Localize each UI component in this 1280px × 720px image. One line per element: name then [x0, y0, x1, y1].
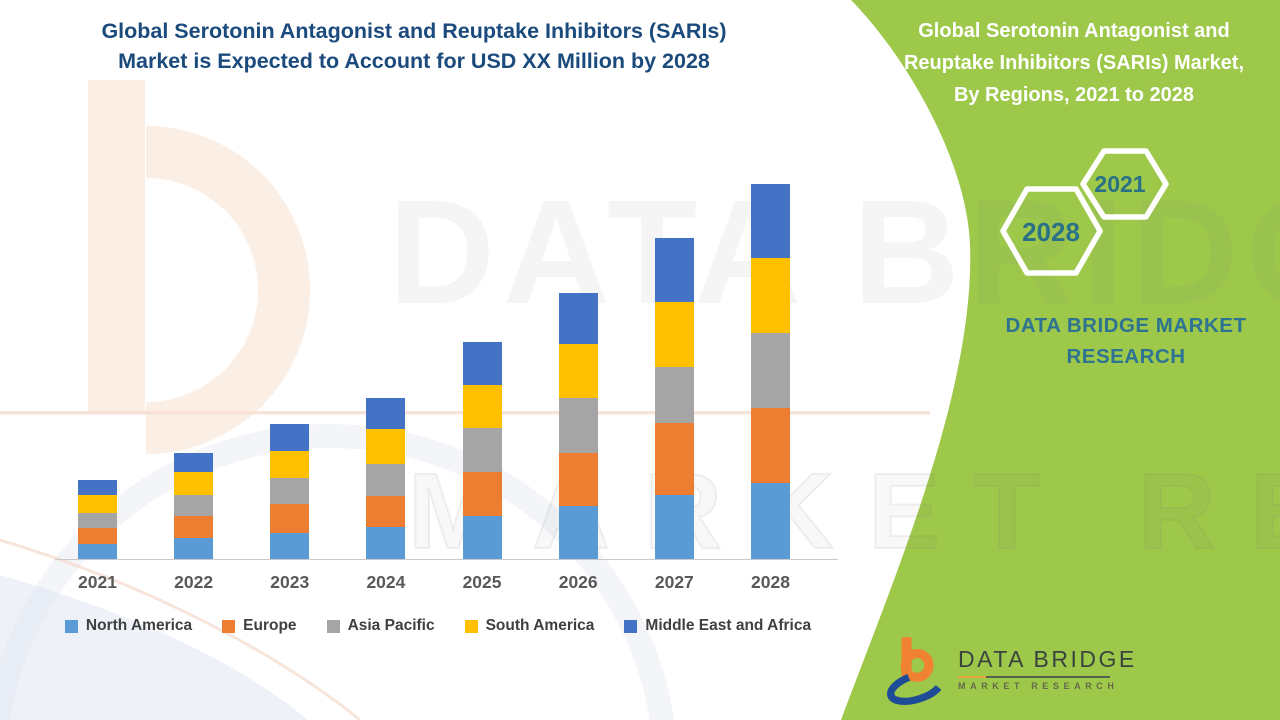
bar-segment-2021-north-america	[78, 544, 117, 559]
bar-segment-2023-north-america	[270, 533, 310, 559]
side-panel-brand-line1: DATA BRIDGE MARKET	[1005, 314, 1247, 337]
bar-segment-2022-middle-east-and-africa	[174, 453, 214, 472]
hexagon-year-2028: 2028	[1022, 217, 1080, 247]
legend-swatch-icon	[222, 619, 236, 633]
legend-swatch-icon	[464, 619, 478, 633]
bar-segment-2024-europe	[366, 496, 406, 527]
legend-item-asia-pacific: Asia Pacific	[326, 617, 435, 635]
bar-segment-2024-asia-pacific	[366, 464, 406, 496]
bar-segment-2026-north-america	[558, 506, 598, 559]
logo-underline	[958, 676, 1110, 678]
bar-segment-2022-asia-pacific	[174, 495, 214, 516]
bar-segment-2025-middle-east-and-africa	[462, 342, 502, 385]
legend-label: North America	[85, 617, 193, 634]
side-panel-brand-text: DATA BRIDGE MARKET RESEARCH	[980, 310, 1272, 372]
side-panel-brand-line2: RESEARCH	[1066, 345, 1186, 368]
x-axis-label-2024: 2024	[366, 572, 406, 592]
bar-segment-2021-middle-east-and-africa	[78, 480, 117, 495]
x-axis-label-2021: 2021	[78, 572, 117, 592]
bar-2026	[558, 293, 598, 559]
bar-segment-2025-south-america	[462, 385, 502, 428]
corner-wedge	[0, 575, 308, 720]
bar-segment-2023-south-america	[270, 451, 310, 478]
bar-segment-2026-middle-east-and-africa	[558, 293, 598, 344]
bar-segment-2026-asia-pacific	[558, 398, 598, 453]
legend-label: Middle East and Africa	[645, 617, 812, 634]
x-axis-label-2027: 2027	[654, 572, 694, 592]
side-panel-title-line3: By Regions, 2021 to 2028	[953, 84, 1195, 106]
dbmr-logo: DATA BRIDGE MARKET RESEARCH	[886, 633, 1137, 707]
bar-segment-2025-asia-pacific	[462, 428, 502, 472]
bar-segment-2025-europe	[462, 472, 502, 516]
bar-segment-2021-europe	[78, 528, 117, 544]
watermark-text-market-research: MARKET RESEARCH	[407, 449, 1280, 572]
x-axis-label-2023: 2023	[270, 572, 310, 592]
chart-title: Global Serotonin Antagonist and Reuptake…	[18, 16, 810, 76]
bar-2021	[78, 480, 117, 559]
bar-segment-2028-europe	[750, 408, 790, 483]
chart-title-line1: Global Serotonin Antagonist and Reuptake…	[101, 19, 727, 43]
bar-segment-2028-asia-pacific	[750, 333, 790, 408]
bar-segment-2025-north-america	[462, 516, 502, 559]
legend-item-middle-east-and-africa: Middle East and Africa	[624, 617, 811, 635]
x-axis-label-2025: 2025	[462, 572, 502, 592]
bar-2028	[750, 184, 790, 559]
legend-label: Asia Pacific	[347, 617, 435, 634]
x-axis-label-2022: 2022	[174, 572, 214, 592]
bar-segment-2027-south-america	[654, 302, 694, 367]
bar-2023	[270, 424, 310, 559]
bar-segment-2027-north-america	[654, 495, 694, 559]
dbmr-logo-icon	[887, 637, 946, 705]
logo-subtitle-text: MARKET RESEARCH	[958, 681, 1119, 691]
bar-2022	[174, 453, 214, 559]
chart-legend: North America Europe Asia Pacific South Ame…	[40, 617, 836, 635]
bar-segment-2022-north-america	[174, 538, 214, 559]
legend-swatch-icon	[326, 619, 340, 633]
bar-2025	[462, 342, 502, 559]
bar-segment-2022-south-america	[174, 472, 214, 495]
stacked-bar-chart: 2021 2022 2023 2024 2025 2026 2027 2028	[55, 184, 838, 592]
legend-label: South America	[485, 617, 595, 634]
bar-segment-2028-north-america	[750, 483, 790, 559]
plot-area	[55, 184, 838, 559]
bar-segment-2021-south-america	[78, 495, 117, 513]
bar-segment-2028-south-america	[750, 258, 790, 333]
legend-item-south-america: South America	[464, 617, 595, 635]
bar-segment-2023-asia-pacific	[270, 478, 310, 504]
bar-segment-2024-north-america	[366, 527, 406, 559]
side-panel-title-line1: Global Serotonin Antagonist and	[918, 20, 1230, 42]
legend-item-europe: Europe	[222, 617, 297, 635]
bar-segment-2024-middle-east-and-africa	[366, 398, 406, 429]
bar-segment-2028-middle-east-and-africa	[750, 184, 790, 258]
bar-2024	[366, 398, 406, 559]
bar-segment-2027-europe	[654, 423, 694, 495]
x-axis-line	[55, 559, 838, 560]
side-panel-title: Global Serotonin Antagonist and Reuptake…	[872, 15, 1276, 111]
x-axis-label-2026: 2026	[558, 572, 598, 592]
legend-swatch-icon	[64, 619, 78, 633]
side-panel-title-line2: Reuptake Inhibitors (SARIs) Market,	[903, 52, 1245, 74]
chart-title-line2: Market is Expected to Account for USD XX…	[118, 49, 710, 73]
bar-segment-2024-south-america	[366, 429, 406, 464]
x-axis-label-2028: 2028	[751, 572, 790, 592]
logo-brand-text: DATA BRIDGE	[958, 646, 1137, 672]
legend-swatch-icon	[624, 619, 638, 633]
legend-item-north-america: North America	[64, 617, 193, 635]
bar-segment-2026-south-america	[558, 344, 598, 398]
bar-segment-2023-middle-east-and-africa	[270, 424, 310, 451]
bar-segment-2022-europe	[174, 516, 214, 538]
bar-segment-2026-europe	[558, 453, 598, 506]
bar-segment-2021-asia-pacific	[78, 513, 117, 528]
bar-segment-2023-europe	[270, 504, 310, 533]
hexagon-year-2021: 2021	[1094, 171, 1146, 197]
bar-2027	[654, 238, 694, 559]
legend-label: Europe	[243, 617, 297, 634]
bar-segment-2027-middle-east-and-africa	[654, 238, 694, 302]
bar-segment-2027-asia-pacific	[654, 367, 694, 423]
